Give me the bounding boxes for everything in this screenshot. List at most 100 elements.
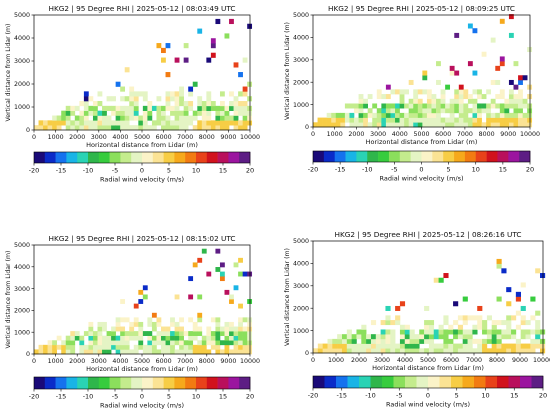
velocity-cell (501, 334, 507, 340)
velocity-cell (215, 248, 221, 254)
velocity-cell (424, 348, 430, 354)
x-tick-label: 2000 (351, 357, 367, 364)
velocity-cell (530, 315, 536, 321)
velocity-cell (413, 103, 419, 109)
velocity-cell (363, 112, 368, 118)
velocity-cell (385, 329, 391, 335)
velocity-cell (210, 335, 216, 341)
velocity-cell (179, 110, 184, 116)
velocity-cell (133, 115, 139, 121)
velocity-cell (445, 103, 451, 109)
velocity-cell (535, 338, 541, 344)
velocity-cell (161, 105, 166, 111)
velocity-cell (495, 103, 501, 109)
velocity-cell (518, 117, 523, 123)
velocity-cell (422, 75, 428, 81)
velocity-cell (188, 101, 194, 107)
velocity-cell (443, 315, 449, 321)
velocity-cell (399, 338, 406, 344)
colorbar-tick-label: 20 (246, 393, 254, 401)
velocity-cell (481, 103, 487, 109)
colorbar-swatch (163, 152, 175, 163)
chart-title: HKG2 | 95 Degree RHI | 2025-05-12 | 08:2… (334, 230, 521, 239)
velocity-cell (129, 101, 135, 107)
x-tick-label: 10000 (533, 357, 550, 364)
colorbar-swatch (520, 376, 532, 388)
velocity-cell (197, 312, 203, 318)
velocity-cell (506, 315, 512, 321)
velocity-cell (233, 96, 239, 102)
velocity-cell (165, 72, 171, 78)
velocity-cell (161, 340, 166, 346)
velocity-cell (381, 112, 387, 118)
velocity-cell (151, 105, 157, 111)
velocity-cell (70, 340, 76, 346)
velocity-cell (337, 334, 343, 340)
velocity-cell (413, 117, 419, 123)
velocity-cell (349, 103, 355, 109)
velocity-cell (43, 125, 48, 131)
colorbar-tick-label: -20 (29, 393, 40, 401)
velocity-cell (491, 338, 497, 344)
colorbar-swatch (142, 377, 154, 389)
velocity-cell (504, 122, 510, 128)
velocity-cell (463, 103, 469, 109)
velocity-cell (486, 103, 492, 109)
velocity-cell (399, 94, 405, 100)
velocity-cell (201, 120, 207, 126)
velocity-cell (247, 321, 253, 327)
velocity-cell (525, 320, 531, 326)
velocity-cell (354, 117, 359, 123)
velocity-cell (366, 343, 372, 349)
velocity-cell (83, 101, 89, 107)
velocity-cell (477, 117, 482, 123)
y-tick-label: 2000 (14, 308, 30, 315)
velocity-cell (174, 105, 180, 111)
velocity-cell (366, 348, 372, 354)
velocity-cell (74, 335, 80, 341)
velocity-cell (504, 117, 510, 123)
y-tick-label: 5000 (14, 12, 30, 19)
velocity-cell (197, 344, 203, 350)
velocity-cell (331, 122, 337, 128)
velocity-cell (458, 94, 464, 100)
velocity-cell (436, 103, 441, 109)
velocity-cell (206, 120, 212, 126)
colorbar-tick-label: -5 (112, 393, 118, 401)
x-tick-label: 2000 (348, 131, 364, 138)
velocity-cell (367, 108, 373, 114)
colorbar-swatch (34, 152, 46, 163)
velocity-cell (413, 108, 419, 114)
velocity-cell (147, 125, 153, 131)
velocity-cell (188, 120, 194, 126)
velocity-cell (151, 312, 157, 318)
velocity-cell (499, 103, 505, 109)
x-tick-label: 4000 (397, 357, 413, 364)
velocity-cell (438, 343, 444, 349)
velocity-cell (38, 349, 44, 355)
velocity-cell (496, 258, 502, 264)
velocity-cell (242, 91, 248, 97)
velocity-cell (120, 344, 126, 350)
velocity-cell (52, 115, 57, 121)
velocity-cell (111, 120, 116, 126)
velocity-cell (385, 320, 391, 326)
velocity-cell (174, 101, 180, 107)
velocity-cell (192, 331, 198, 336)
velocity-cell (206, 340, 212, 346)
velocity-cell (513, 103, 519, 109)
colorbar-swatch (44, 377, 56, 389)
velocity-cell (238, 271, 243, 277)
velocity-cell (417, 112, 423, 118)
velocity-cell (138, 326, 144, 332)
velocity-cell (322, 348, 328, 354)
velocity-cell (490, 103, 496, 109)
colorbar-tick-label: 0 (426, 392, 430, 400)
x-tick-label: 1000 (327, 131, 343, 138)
velocity-cell (499, 117, 505, 123)
velocity-cell (92, 340, 98, 346)
velocity-cell (458, 89, 464, 95)
y-tick-label: 3000 (14, 58, 30, 65)
velocity-cell (520, 320, 526, 326)
velocity-cell (102, 335, 107, 341)
